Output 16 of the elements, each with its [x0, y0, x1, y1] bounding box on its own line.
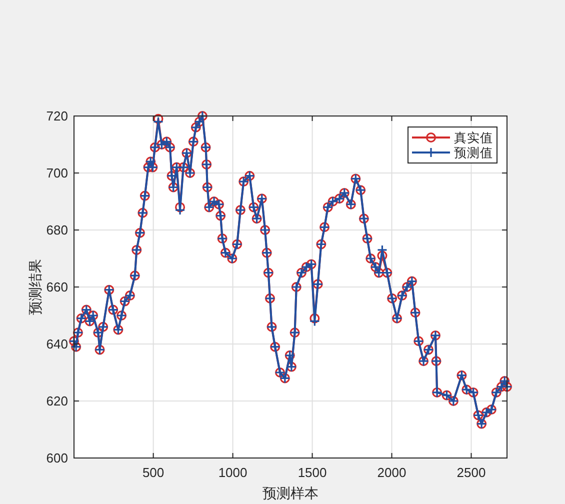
y-tick: 640 [46, 336, 68, 352]
y-tick: 660 [46, 280, 68, 294]
x-tick: 1500 [298, 465, 327, 480]
y-tick: 620 [46, 394, 68, 408]
xlabel: 预测样本 [262, 487, 318, 502]
x-tick: 2500 [456, 465, 486, 480]
legend-label: 真实值 [454, 131, 493, 145]
legend-label: 预测值 [454, 146, 493, 160]
y-tick: 720 [46, 108, 68, 124]
y-tick: 680 [46, 222, 68, 238]
ylabel: 预测结果 [29, 259, 44, 315]
y-tick: 600 [46, 450, 68, 466]
x-tick: 500 [142, 465, 164, 480]
x-tick: 1000 [218, 465, 248, 480]
y-tick: 700 [46, 166, 68, 180]
x-tick: 2000 [377, 465, 406, 480]
